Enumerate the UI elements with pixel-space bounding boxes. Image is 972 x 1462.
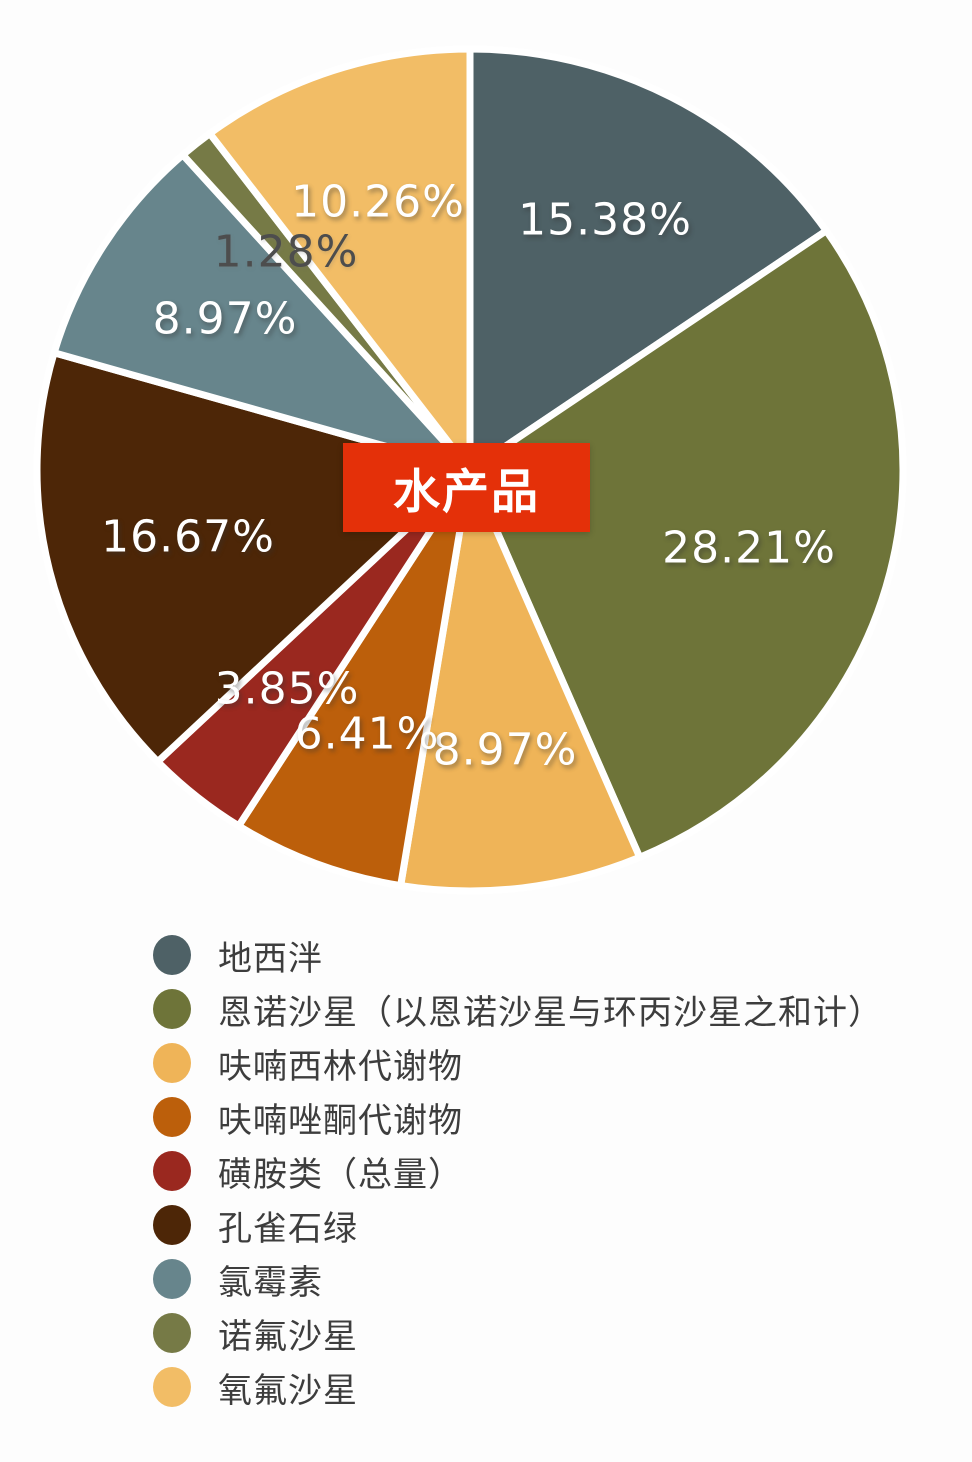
legend-marker-icon — [153, 1097, 191, 1137]
legend-marker-icon — [153, 1259, 191, 1299]
legend-item-5: 磺胺类（总量） — [153, 1144, 883, 1198]
legend-marker-icon — [153, 1043, 191, 1083]
legend-item-label: 孔雀石绿 — [218, 1208, 358, 1249]
chart-center-title: 水产品 — [343, 443, 590, 532]
legend-item-label: 氧氟沙星 — [218, 1370, 358, 1411]
pie-slice-4 — [235, 466, 474, 890]
legend-item-label: 氯霉素 — [218, 1262, 323, 1303]
legend-item-2: 恩诺沙星（以恩诺沙星与环丙沙星之和计） — [153, 982, 883, 1036]
slice-value-label-6: 16.67% — [101, 511, 275, 563]
slice-value-label-8: 1.28% — [213, 226, 359, 278]
pie-svg — [37, 45, 907, 895]
pie-slice-9 — [206, 45, 474, 474]
pie-slice-7 — [50, 151, 474, 474]
legend-item-4: 呋喃唑酮代谢物 — [153, 1090, 883, 1144]
slice-value-label-5: 3.85% — [214, 663, 360, 715]
slice-value-label-3: 8.97% — [432, 724, 578, 776]
legend: 地西泮恩诺沙星（以恩诺沙星与环丙沙星之和计） 呋喃西林代谢物 呋喃唑酮代谢物 磺胺类（… — [153, 928, 883, 1414]
legend-item-1: 地西泮 — [153, 928, 883, 982]
legend-marker-icon — [153, 1313, 191, 1353]
legend-item-label: 地西泮 — [218, 938, 323, 979]
legend-item-label: 诺氟沙星 — [218, 1316, 358, 1357]
legend-marker-icon — [153, 1151, 191, 1191]
legend-item-label: 呋喃西林代谢物 — [218, 1046, 463, 1087]
legend-item-7: 氯霉素 — [153, 1252, 883, 1306]
pie-slice-3 — [397, 466, 644, 895]
slice-value-label-7: 8.97% — [152, 293, 298, 345]
legend-marker-icon — [153, 935, 191, 975]
legend-item-label: 恩诺沙星（以恩诺沙星与环丙沙星之和计） — [218, 992, 883, 1033]
legend-item-6: 孔雀石绿 — [153, 1198, 883, 1252]
slice-value-label-4: 6.41% — [294, 708, 440, 760]
legend-item-label: 磺胺类（总量） — [218, 1154, 463, 1195]
slice-value-label-2: 28.21% — [662, 522, 836, 574]
slice-value-label-1: 15.38% — [518, 194, 692, 246]
pie-slice-2 — [466, 227, 907, 861]
legend-item-label: 呋喃唑酮代谢物 — [218, 1100, 463, 1141]
legend-item-8: 诺氟沙星 — [153, 1306, 883, 1360]
pie-slice-1 — [466, 45, 830, 474]
legend-item-9: 氧氟沙星 — [153, 1360, 883, 1414]
slice-value-label-9: 10.26% — [291, 176, 465, 228]
legend-marker-icon — [153, 1205, 191, 1245]
legend-marker-icon — [153, 989, 191, 1029]
legend-marker-icon — [153, 1367, 191, 1407]
legend-item-3: 呋喃西林代谢物 — [153, 1036, 883, 1090]
